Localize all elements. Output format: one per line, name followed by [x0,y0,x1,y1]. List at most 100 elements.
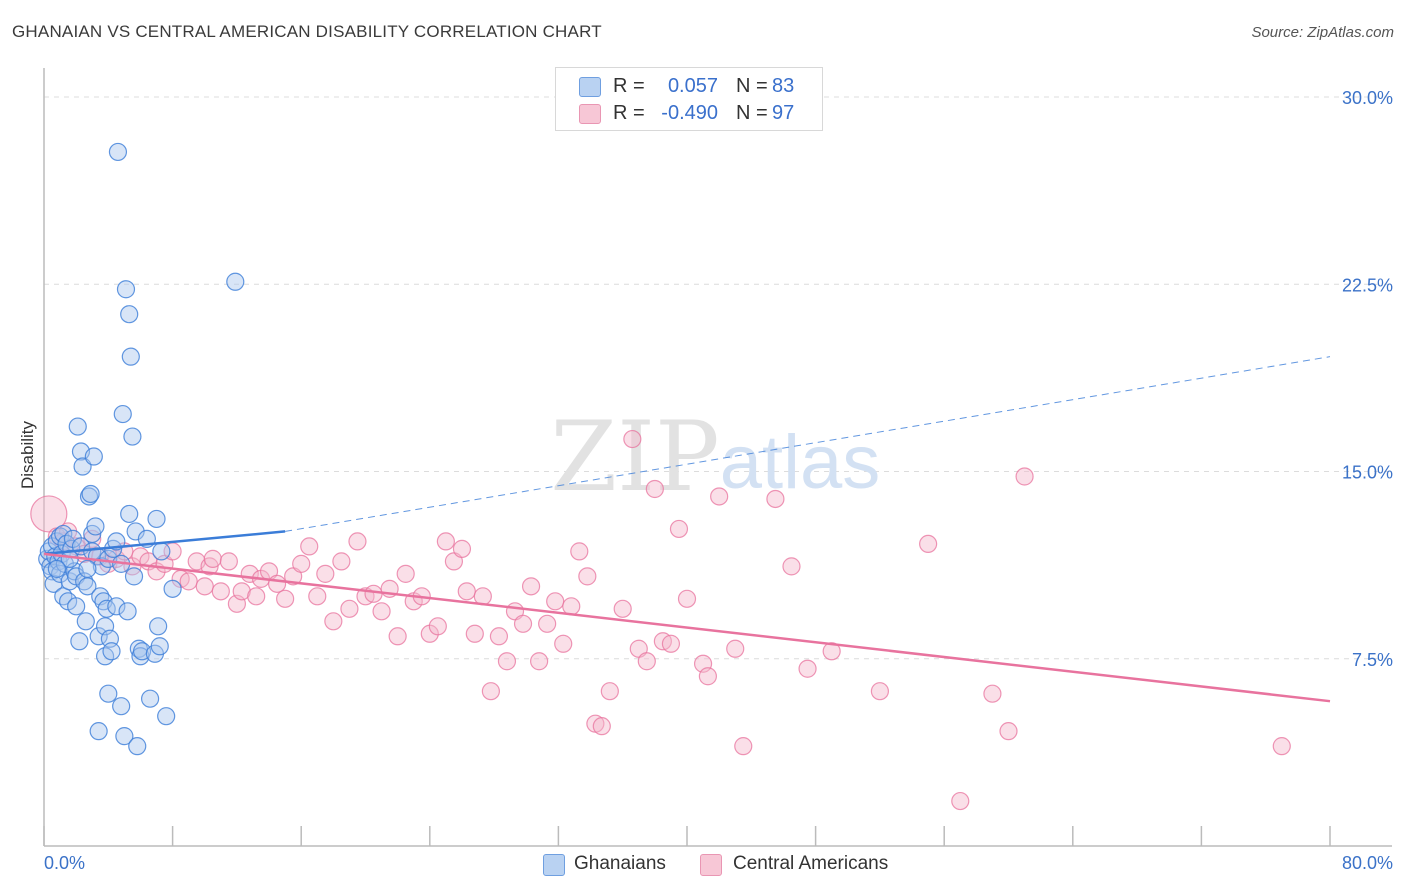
data-point-ghanaians [81,484,100,504]
data-point-central-americans [710,487,729,506]
y-tick-label: 30.0% [1342,88,1393,108]
axes [43,68,1392,847]
data-point-central-americans [766,489,785,509]
data-point-central-americans [734,737,753,756]
data-point-ghanaians [163,579,182,598]
data-point-central-americans [677,589,697,608]
data-point-ghanaians [108,142,128,162]
series-ghanaians [38,142,245,756]
legend-n-label: N = [736,102,768,124]
data-point-central-americans [661,634,681,653]
legend-r-label: R = [613,102,645,124]
watermark-atlas: atlas [720,420,881,505]
data-point-central-americans [292,554,311,573]
data-point-central-americans [870,682,890,701]
data-point-central-americans [530,652,549,671]
data-point-central-americans [372,602,391,621]
data-point-central-americans [645,479,664,499]
data-point-central-americans [308,587,327,606]
data-point-ghanaians [89,722,108,741]
data-point-ghanaians [113,404,132,424]
source-credit: Source: ZipAtlas.com [1251,24,1394,41]
legend-row-ghanaians: R = 0.057 N = 83 [556,73,822,101]
legend-swatch-blue [543,854,565,876]
data-point-central-americans [30,495,68,533]
grid [44,96,1392,660]
series-central-americans [30,429,1291,811]
data-point-central-americans [798,659,817,678]
data-point-central-americans [919,534,938,554]
data-point-central-americans [497,652,517,671]
data-point-ghanaians [116,280,136,299]
data-point-central-americans [340,599,359,618]
data-point-central-americans [457,582,476,601]
trend-line-ghanaians [43,530,286,556]
data-point-central-americans [623,429,642,449]
data-point-ghanaians [118,602,137,621]
legend-label: Central Americans [733,853,889,874]
data-point-central-americans [554,634,573,653]
data-point-ghanaians [89,627,108,646]
data-point-ghanaians [70,632,89,651]
data-point-central-americans [1272,737,1291,756]
data-point-ghanaians [54,524,73,544]
data-point-central-americans [364,584,383,603]
data-point-central-americans [983,684,1002,703]
chart-title: GHANAIAN VS CENTRAL AMERICAN DISABILITY … [12,22,602,41]
legend-n-value: 97 [772,102,795,124]
data-point-ghanaians [226,272,245,291]
y-tick-label: 7.5% [1352,650,1393,670]
data-point-ghanaians [149,617,168,636]
data-point-central-americans [698,667,717,686]
data-point-central-americans [951,791,970,811]
data-point-central-americans [388,627,407,646]
data-point-ghanaians [107,597,126,616]
data-point-central-americans [637,652,656,671]
data-point-central-americans [513,614,533,633]
data-point-central-americans [195,577,214,596]
data-point-central-americans [782,557,801,576]
data-point-central-americans [521,577,541,596]
tick-labels: 7.5% 15.0% 22.5% 30.0% 0.0% 80.0% [44,88,1393,873]
legend-r-value: 0.057 [667,75,718,97]
data-point-ghanaians [78,559,97,578]
data-point-ghanaians [47,559,66,578]
data-point-central-americans [232,582,251,601]
data-point-ghanaians [115,727,134,746]
data-point-ghanaians [86,517,105,536]
data-point-central-americans [465,624,484,643]
trend-lines [43,356,1331,703]
data-point-central-americans [546,592,565,611]
data-point-ghanaians [67,597,86,616]
trend-line-ghanaians-extension [285,356,1331,532]
data-point-central-americans [562,597,581,616]
data-point-central-americans [211,582,230,601]
legend-label: Ghanaians [574,853,666,874]
data-point-central-americans [219,552,238,571]
data-point-central-americans [436,532,455,551]
data-point-ghanaians [124,567,144,586]
legend-swatch-blue [579,77,601,97]
data-point-central-americans [538,614,557,633]
correlation-legend: R = 0.057 N = 83 R = -0.490 N = 97 [555,67,823,131]
data-point-central-americans [578,567,597,586]
data-point-ghanaians [123,427,142,446]
data-point-central-americans [276,589,295,608]
data-point-central-americans [179,572,198,591]
data-point-central-americans [396,564,415,583]
data-point-central-americans [1015,467,1034,486]
x-tick-label: 80.0% [1342,853,1393,873]
data-point-central-americans [332,552,351,571]
data-point-ghanaians [128,737,147,756]
data-point-ghanaians [150,637,169,656]
y-tick-label: 22.5% [1342,275,1393,295]
data-point-ghanaians [54,587,73,606]
data-point-central-americans [348,532,367,551]
legend-n-label: N = [736,75,768,97]
watermark: ZIP atlas [550,401,880,513]
legend-swatch-pink [579,104,601,124]
legend-r-value: -0.490 [661,102,718,124]
data-point-ghanaians [120,504,139,524]
data-point-ghanaians [140,689,160,708]
